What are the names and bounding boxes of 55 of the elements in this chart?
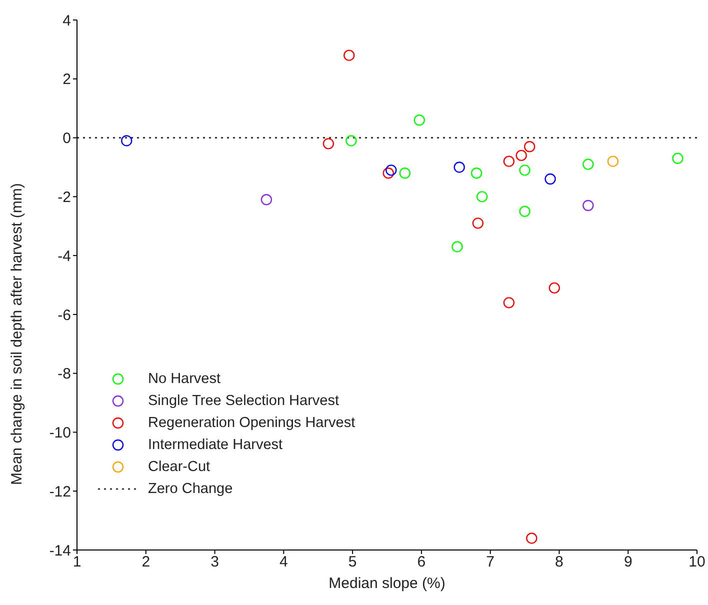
point — [472, 218, 484, 229]
point — [503, 297, 515, 308]
point — [322, 138, 334, 150]
legend-label: Single Tree Selection Harvest — [148, 393, 340, 409]
point — [519, 206, 530, 217]
point — [260, 194, 272, 206]
point — [386, 164, 397, 176]
x-axis-title: Median slope (%) — [328, 575, 446, 592]
point — [470, 168, 482, 179]
x-tick-label: 8 — [555, 554, 564, 571]
y-tick-label: -8 — [58, 366, 71, 383]
x-tick-label: 9 — [624, 554, 632, 571]
point — [399, 168, 411, 179]
x-tick-label: 5 — [348, 554, 357, 571]
legend-label: Zero Change — [148, 481, 233, 497]
point — [454, 162, 465, 173]
point — [346, 135, 357, 146]
point — [544, 173, 556, 185]
x-tick-label: 6 — [417, 554, 426, 571]
y-axis-title: Mean change in soil depth after harvest (mm) — [8, 183, 26, 485]
x-tick-label: 10 — [688, 554, 706, 571]
point — [524, 141, 536, 152]
point — [582, 200, 594, 212]
y-tick-label: 4 — [62, 12, 71, 30]
point — [548, 282, 560, 294]
x-tick-label: 7 — [486, 554, 495, 571]
legend-label: No Harvest — [148, 371, 221, 387]
point — [672, 152, 684, 164]
point — [382, 168, 394, 179]
legend-label: Regeneration Openings Harvest — [148, 415, 356, 431]
point — [503, 156, 515, 167]
legend-label: Clear-Cut — [148, 459, 210, 475]
point — [516, 150, 527, 162]
legend-label: Intermediate Harvest — [148, 437, 283, 453]
y-tick-label: 0 — [62, 130, 71, 148]
x-tick-label: 1 — [72, 554, 82, 571]
y-tick-label: 2 — [62, 71, 71, 88]
point — [121, 135, 132, 146]
y-tick-label: -4 — [58, 248, 71, 265]
y-tick-label: -14 — [49, 542, 71, 560]
point — [414, 114, 425, 126]
point — [607, 156, 619, 167]
x-tick-label: 4 — [279, 554, 288, 571]
point — [476, 191, 488, 202]
x-tick-label: 3 — [210, 554, 219, 571]
y-tick-label: -2 — [58, 188, 71, 206]
y-tick-label: -12 — [49, 483, 71, 500]
point — [582, 158, 594, 170]
point — [526, 532, 538, 544]
y-tick-label: -6 — [58, 306, 71, 324]
point — [344, 50, 355, 61]
y-tick-label: -10 — [49, 424, 71, 442]
point — [519, 164, 530, 176]
x-tick-label: 2 — [142, 554, 150, 571]
point — [452, 241, 463, 252]
